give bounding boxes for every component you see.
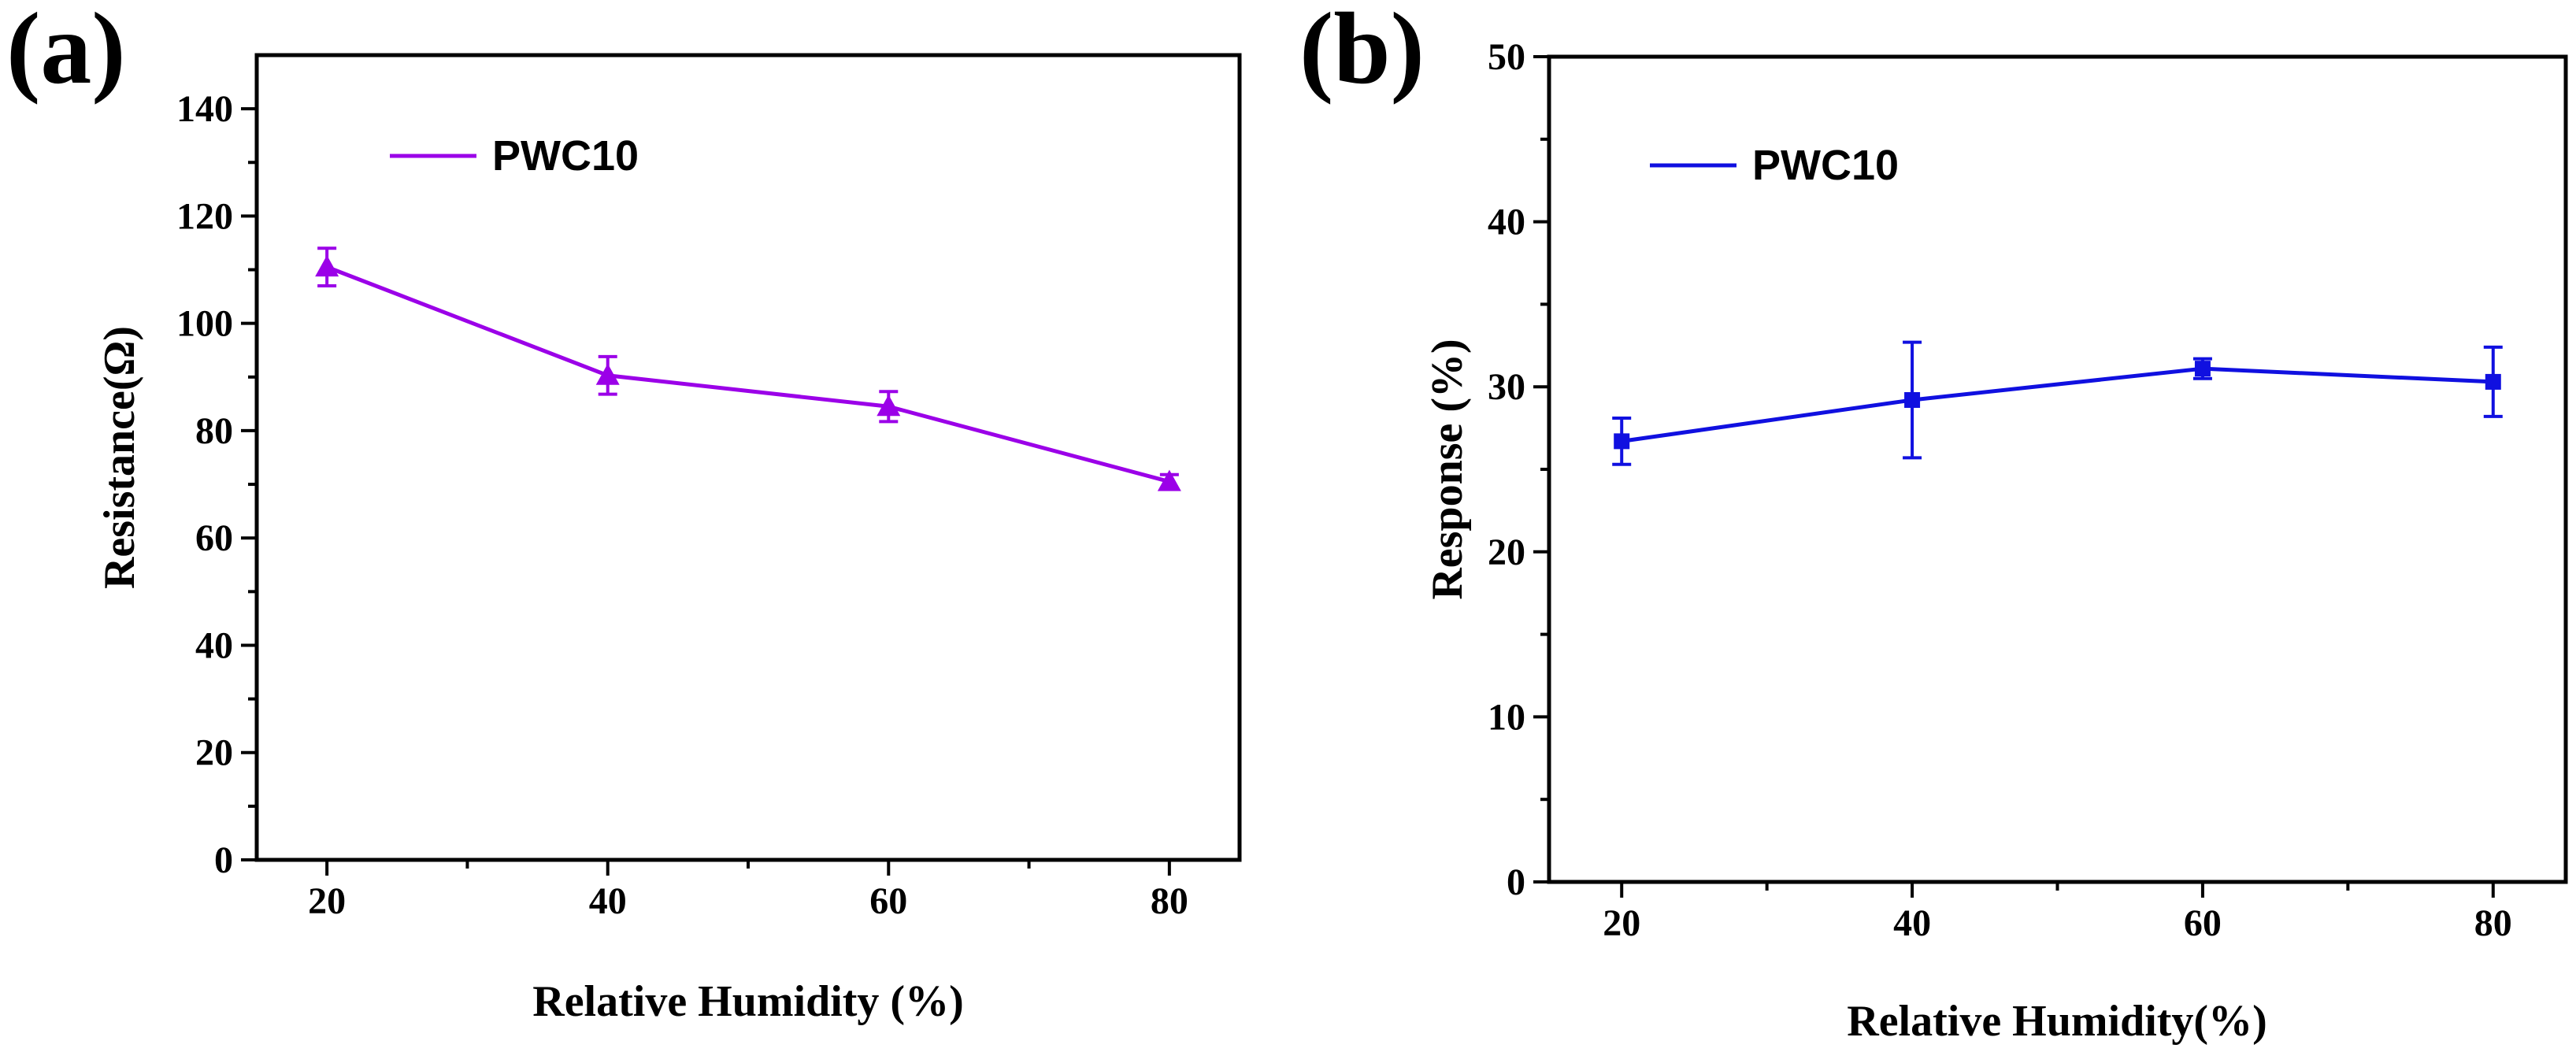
panel-a-y-tick-label: 120: [176, 195, 233, 237]
panel-b-y-tick-label: 0: [1507, 861, 1525, 903]
panel-b-x-tick-label: 80: [2474, 902, 2512, 944]
panel-b-data-point: [2194, 361, 2211, 377]
panel-a-data-point: [595, 363, 620, 385]
panel-a-y-tick-label: 20: [195, 732, 233, 774]
panel-a-y-tick-label: 0: [214, 839, 233, 881]
panel-b-x-axis-title: Relative Humidity(%): [1847, 997, 2267, 1046]
panel-a-x-axis-title: Relative Humidity (%): [532, 977, 963, 1026]
panel-label-a: (a): [6, 0, 126, 106]
panel-a-ticks: 20 40 60 80 0 20 40 60 80 100 120 140: [176, 88, 1188, 922]
panel-a-data-point: [1157, 469, 1181, 491]
panel-b-series-line: [1621, 366, 2493, 443]
panel-b-x-tick-label: 40: [1893, 902, 1931, 944]
panel-b-data-point: [1614, 433, 1630, 450]
panel-b-y-tick-label: 50: [1488, 36, 1525, 78]
panel-b-x-tick-label: 60: [2184, 902, 2222, 944]
panel-a-y-tick-label: 100: [176, 303, 233, 345]
panel-a-data-point: [315, 255, 339, 277]
panel-a-plot-frame: [254, 53, 1242, 862]
panel-label-b: (b): [1299, 0, 1425, 106]
panel-a-y-tick-label: 60: [195, 517, 233, 559]
panel-a-y-tick-label: 40: [195, 624, 233, 666]
panel-a-x-tick-label: 20: [308, 880, 346, 922]
panel-a-x-tick-label: 60: [869, 880, 907, 922]
panel-b-legend: PWC10: [1650, 142, 1899, 189]
panel-a-legend: PWC10: [390, 132, 639, 180]
panel-b-data-point: [1904, 391, 1921, 408]
panel-b-plot-frame: [1547, 54, 2568, 884]
panel-b-y-axis-title: Response (%): [1423, 339, 1472, 599]
panel-a-legend-label: PWC10: [492, 132, 639, 180]
panel-a-x-tick-label: 80: [1151, 880, 1188, 922]
panel-a-series-line: [326, 265, 1170, 484]
panel-a-y-axis-title: Resistance(Ω): [95, 326, 144, 589]
panel-a-data-point: [877, 394, 901, 417]
panel-b-y-tick-label: 30: [1488, 366, 1525, 408]
panel-b-y-tick-label: 10: [1488, 696, 1525, 738]
panel-b-series: [1612, 340, 2503, 466]
panel-b-y-tick-label: 20: [1488, 532, 1525, 573]
panel-b-legend-label: PWC10: [1752, 142, 1899, 189]
panel-b-response: (b) 20 40 60 80 0 10 20 30 40 50 PWC10 Relative H…: [1299, 0, 2568, 1046]
panel-b-ticks: 20 40 60 80 0 10 20 30 40 50: [1488, 36, 2512, 944]
panel-a-y-tick-label: 80: [195, 410, 233, 452]
panel-a-resistance: (a) 20 40 60 80 0 20 40 60 80 100 120 140 PWC10 Rel…: [6, 0, 1242, 1026]
panel-a-x-tick-label: 40: [589, 880, 627, 922]
panel-b-x-tick-label: 20: [1603, 902, 1640, 944]
panel-b-y-tick-label: 40: [1488, 202, 1525, 243]
panel-a-series: [315, 246, 1181, 491]
panel-a-y-tick-label: 140: [176, 88, 233, 130]
panel-b-data-point: [2485, 373, 2501, 390]
